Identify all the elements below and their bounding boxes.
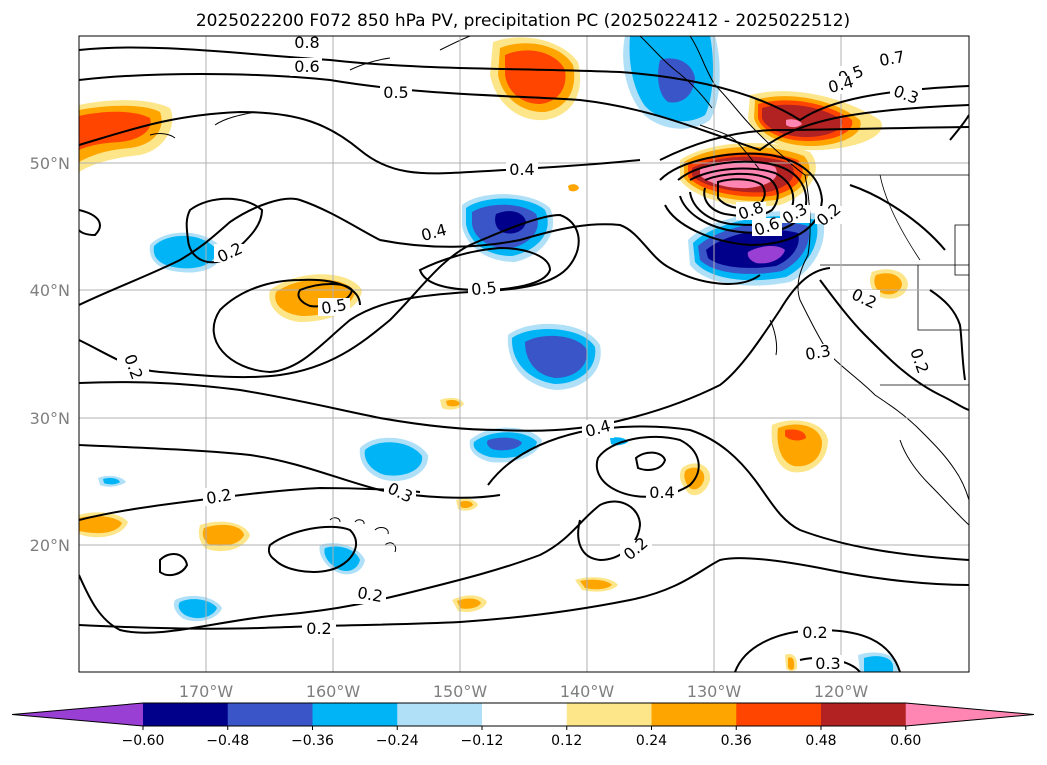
colorbar-extend-min <box>12 703 143 726</box>
colorbar-tick-label: 0.48 <box>805 733 836 749</box>
lat-label-50n: 50°N <box>30 154 70 173</box>
contour-label: 0.6 <box>294 57 319 76</box>
contour-label: 0.2 <box>205 485 233 508</box>
contour-label: 0.8 <box>294 33 319 52</box>
contour-label: 0.5 <box>383 83 408 102</box>
contour-label: 0.4 <box>649 483 674 502</box>
contour-label: 0.3 <box>815 654 840 673</box>
colorbar-tick-label: 0.36 <box>721 733 752 749</box>
colorbar-segment <box>143 703 229 726</box>
gridlines <box>79 36 969 672</box>
contour-label: 0.4 <box>509 160 534 179</box>
colorbar-segment <box>482 703 568 726</box>
map-frame <box>78 35 970 673</box>
lat-label-40n: 40°N <box>30 281 70 300</box>
colorbar-tick-label: −0.48 <box>206 733 249 749</box>
colorbar-segment <box>397 703 483 726</box>
map-layers: 0.8 0.6 0.5 0.4 0.3 0.2 0.7 0.5 0.4 0.3 … <box>79 33 969 673</box>
longitude-labels: 170°W 160°W 150°W 140°W 130°W 120°W <box>179 682 869 701</box>
colorbar-segment <box>821 703 907 726</box>
contour-label: 0.7 <box>878 47 906 70</box>
colorbar-segment <box>736 703 822 726</box>
colorbar-tick-label: 0.12 <box>551 733 582 749</box>
contour-label: 0.2 <box>356 583 384 606</box>
colorbar-segment <box>651 703 737 726</box>
contour-label: 0.2 <box>306 619 331 638</box>
colorbar-segment <box>566 703 652 726</box>
colorbar-tick-label: 0.60 <box>890 733 921 749</box>
lon-label-120w: 120°W <box>814 682 869 701</box>
lon-label-150w: 150°W <box>433 682 488 701</box>
lat-label-30n: 30°N <box>30 409 70 428</box>
lon-label-130w: 130°W <box>687 682 742 701</box>
lat-label-20n: 20°N <box>30 536 70 555</box>
lon-label-170w: 170°W <box>179 682 234 701</box>
contour-label: 0.2 <box>802 623 827 642</box>
colorbar-tick-label: −0.60 <box>122 733 165 749</box>
colorbar-tick-label: −0.12 <box>461 733 504 749</box>
colorbar-segment <box>312 703 398 726</box>
colorbar-tick-label: 0.24 <box>636 733 667 749</box>
lon-label-140w: 140°W <box>560 682 615 701</box>
figure-title: 2025022200 F072 850 hPa PV, precipitatio… <box>196 11 850 31</box>
contour-label: 0.5 <box>320 295 348 318</box>
colorbar: −0.60 −0.48 −0.36 −0.24 −0.12 0.12 0.24 0.36 0.4… <box>11 702 1035 749</box>
land-borders <box>805 174 969 386</box>
lon-label-160w: 160°W <box>306 682 361 701</box>
colorbar-segment <box>227 703 313 726</box>
colorbar-tick-label: −0.36 <box>291 733 334 749</box>
latitude-labels: 50°N 40°N 30°N 20°N <box>30 154 70 555</box>
contour-label: 0.3 <box>804 341 832 364</box>
colorbar-extend-max <box>905 703 1034 726</box>
colorbar-tick-label: −0.24 <box>376 733 419 749</box>
pv-contours <box>79 46 969 672</box>
coastlines <box>149 36 969 553</box>
contour-label: 0.5 <box>470 278 497 299</box>
